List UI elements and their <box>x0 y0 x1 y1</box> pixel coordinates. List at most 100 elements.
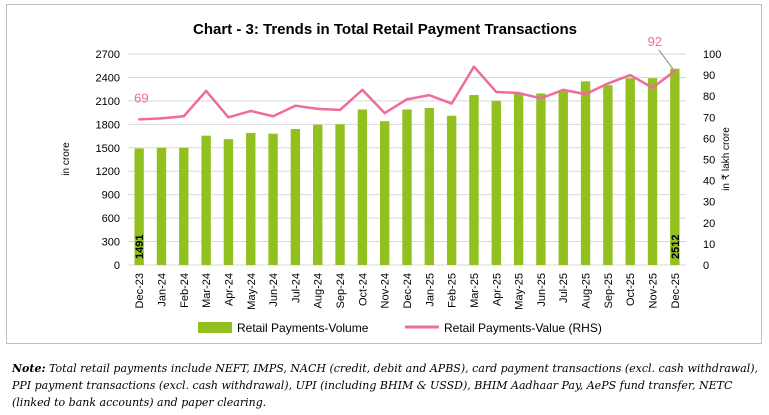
left-tick-label: 600 <box>102 213 120 225</box>
value-point <box>383 111 386 115</box>
value-point <box>629 73 632 77</box>
volume-bar <box>402 109 412 265</box>
x-tick-label: Jul-24 <box>290 273 302 303</box>
volume-bar <box>469 95 479 266</box>
x-tick-label: Jan-24 <box>156 273 168 307</box>
left-axis-ticks: 0 300 600 900 1200 1500 1800 2100 2400 2700 <box>96 49 120 272</box>
left-tick-label: 2700 <box>96 49 120 61</box>
volume-bar <box>379 121 390 266</box>
right-tick-label: 90 <box>703 70 715 82</box>
right-tick-label: 20 <box>703 218 715 230</box>
x-tick-label: Jul-25 <box>558 273 570 303</box>
x-tick-label: Jan-25 <box>424 273 436 307</box>
value-point <box>651 86 654 89</box>
x-tick-label: Apr-24 <box>223 273 235 306</box>
volume-bar <box>313 124 323 265</box>
value-point <box>673 69 677 73</box>
chart-frame: Chart - 3: Trends in Total Retail Paymen… <box>6 4 762 344</box>
volume-bar <box>201 135 211 265</box>
right-tick-label: 50 <box>703 155 715 167</box>
left-tick-label: 2100 <box>96 96 120 108</box>
volume-bar <box>357 109 368 265</box>
x-tick-label: Oct-25 <box>625 273 637 306</box>
volume-bar <box>268 133 278 265</box>
value-point <box>361 88 364 92</box>
x-tick-label: Jun-25 <box>536 273 548 307</box>
value-line <box>137 65 677 121</box>
legend-swatch-volume <box>198 322 232 333</box>
volume-bar <box>558 89 568 265</box>
x-tick-label: May-24 <box>246 273 258 310</box>
x-tick-label: Mar-25 <box>469 273 481 308</box>
value-point <box>428 93 431 97</box>
volume-bar <box>491 100 501 265</box>
legend-label-volume: Retail Payments-Volume <box>237 321 369 335</box>
value-point <box>472 65 476 68</box>
value-point <box>338 108 342 112</box>
x-tick-label: Mar-24 <box>201 273 213 308</box>
volume-bar <box>625 78 635 266</box>
left-tick-label: 900 <box>102 190 120 202</box>
x-tick-label: Dec-24 <box>402 273 414 308</box>
x-tick-label: Nov-24 <box>380 273 392 308</box>
value-point <box>182 115 185 118</box>
left-tick-label: 0 <box>114 260 120 272</box>
volume-bar <box>335 124 345 265</box>
volume-bar <box>134 148 144 265</box>
chart-svg: Chart - 3: Trends in Total Retail Paymen… <box>61 21 732 335</box>
value-point <box>271 115 275 118</box>
volume-bar <box>603 85 613 265</box>
x-tick-label: Aug-25 <box>581 273 593 308</box>
volume-bar <box>536 93 546 265</box>
value-point <box>517 91 520 95</box>
x-tick-label: Feb-24 <box>179 273 191 308</box>
value-point <box>204 89 208 93</box>
note-label: Note: <box>12 362 46 375</box>
right-tick-label: 60 <box>703 133 715 145</box>
x-tick-label: Sep-24 <box>335 273 347 308</box>
left-tick-label: 1800 <box>96 119 120 131</box>
value-point <box>316 107 319 111</box>
left-tick-label: 1500 <box>96 143 120 155</box>
chart-note: Note: Total retail payments include NEFT… <box>12 360 760 411</box>
chart-title: Chart - 3: Trends in Total Retail Paymen… <box>193 21 577 38</box>
legend: Retail Payments-Volume Retail Payments-Va… <box>198 321 602 335</box>
x-tick-label: Apr-25 <box>491 273 503 306</box>
x-tick-label: Nov-25 <box>648 273 660 308</box>
value-point <box>294 104 297 107</box>
value-point <box>562 88 565 92</box>
last-line-label: 92 <box>648 34 662 49</box>
right-axis-ticks: 0 10 20 30 40 50 60 70 80 90 100 <box>703 49 721 272</box>
first-line-label: 69 <box>134 90 148 105</box>
right-axis-label: in ₹ lakh crore <box>721 127 732 191</box>
x-tick-label: Jun-24 <box>268 273 280 307</box>
volume-bar <box>156 147 167 265</box>
value-point <box>539 97 543 100</box>
left-axis-label: in crore <box>61 142 72 176</box>
volume-bar <box>513 93 524 266</box>
right-tick-label: 10 <box>703 239 715 251</box>
right-tick-label: 30 <box>703 197 715 209</box>
value-point <box>606 82 610 85</box>
x-tick-label: Dec-25 <box>670 273 682 308</box>
x-tick-label: Feb-25 <box>447 273 459 308</box>
value-point <box>495 90 498 94</box>
volume-bar <box>670 68 680 265</box>
x-tick-label: Aug-24 <box>313 273 325 308</box>
right-tick-label: 100 <box>703 49 721 61</box>
right-tick-label: 0 <box>703 260 709 272</box>
x-tick-label: Sep-25 <box>603 273 615 308</box>
value-point <box>160 117 163 120</box>
value-point <box>450 102 453 105</box>
legend-label-value: Retail Payments-Value (RHS) <box>444 321 602 335</box>
right-tick-label: 80 <box>703 91 715 103</box>
last-line-leader <box>658 49 674 70</box>
right-tick-label: 70 <box>703 112 715 124</box>
volume-bar <box>246 132 256 265</box>
value-point <box>584 92 587 96</box>
value-point <box>249 109 252 113</box>
volume-bar <box>424 107 435 265</box>
volume-bar <box>580 81 591 265</box>
last-bar-label: 2512 <box>670 235 682 259</box>
x-tick-label: Dec-23 <box>134 273 146 308</box>
